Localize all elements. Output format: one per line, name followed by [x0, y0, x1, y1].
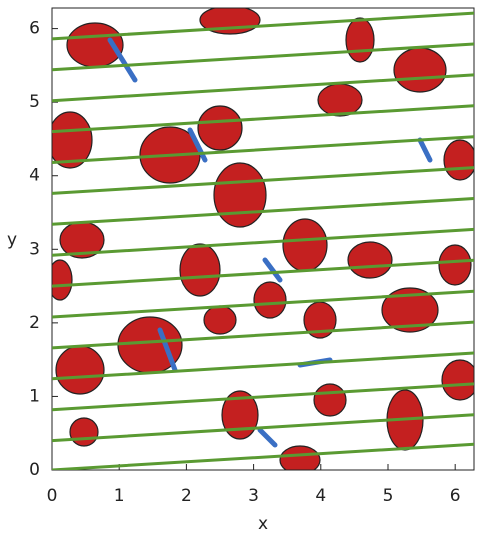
y-tick-label: 5 — [29, 92, 40, 112]
x-tick-label: 6 — [450, 486, 461, 506]
field-line — [52, 11, 474, 470]
x-tick-label: 1 — [114, 486, 125, 506]
x-tick-label: 5 — [383, 486, 394, 506]
y-tick-label: 4 — [29, 166, 40, 186]
field-background — [52, 8, 474, 470]
y-axis-label: y — [7, 230, 17, 250]
x-tick-label: 4 — [315, 486, 326, 506]
y-tick-label: 6 — [29, 19, 40, 39]
x-tick-label: 2 — [181, 486, 192, 506]
y-tick-label: 0 — [29, 460, 40, 480]
plot-frame — [51, 7, 475, 471]
x-tick-label: 3 — [248, 486, 259, 506]
y-tick-label: 2 — [29, 313, 40, 333]
y-tick-label: 1 — [29, 386, 40, 406]
x-tick-label: 0 — [47, 486, 58, 506]
y-tick-label: 3 — [29, 239, 40, 259]
x-axis-label: x — [258, 514, 268, 532]
